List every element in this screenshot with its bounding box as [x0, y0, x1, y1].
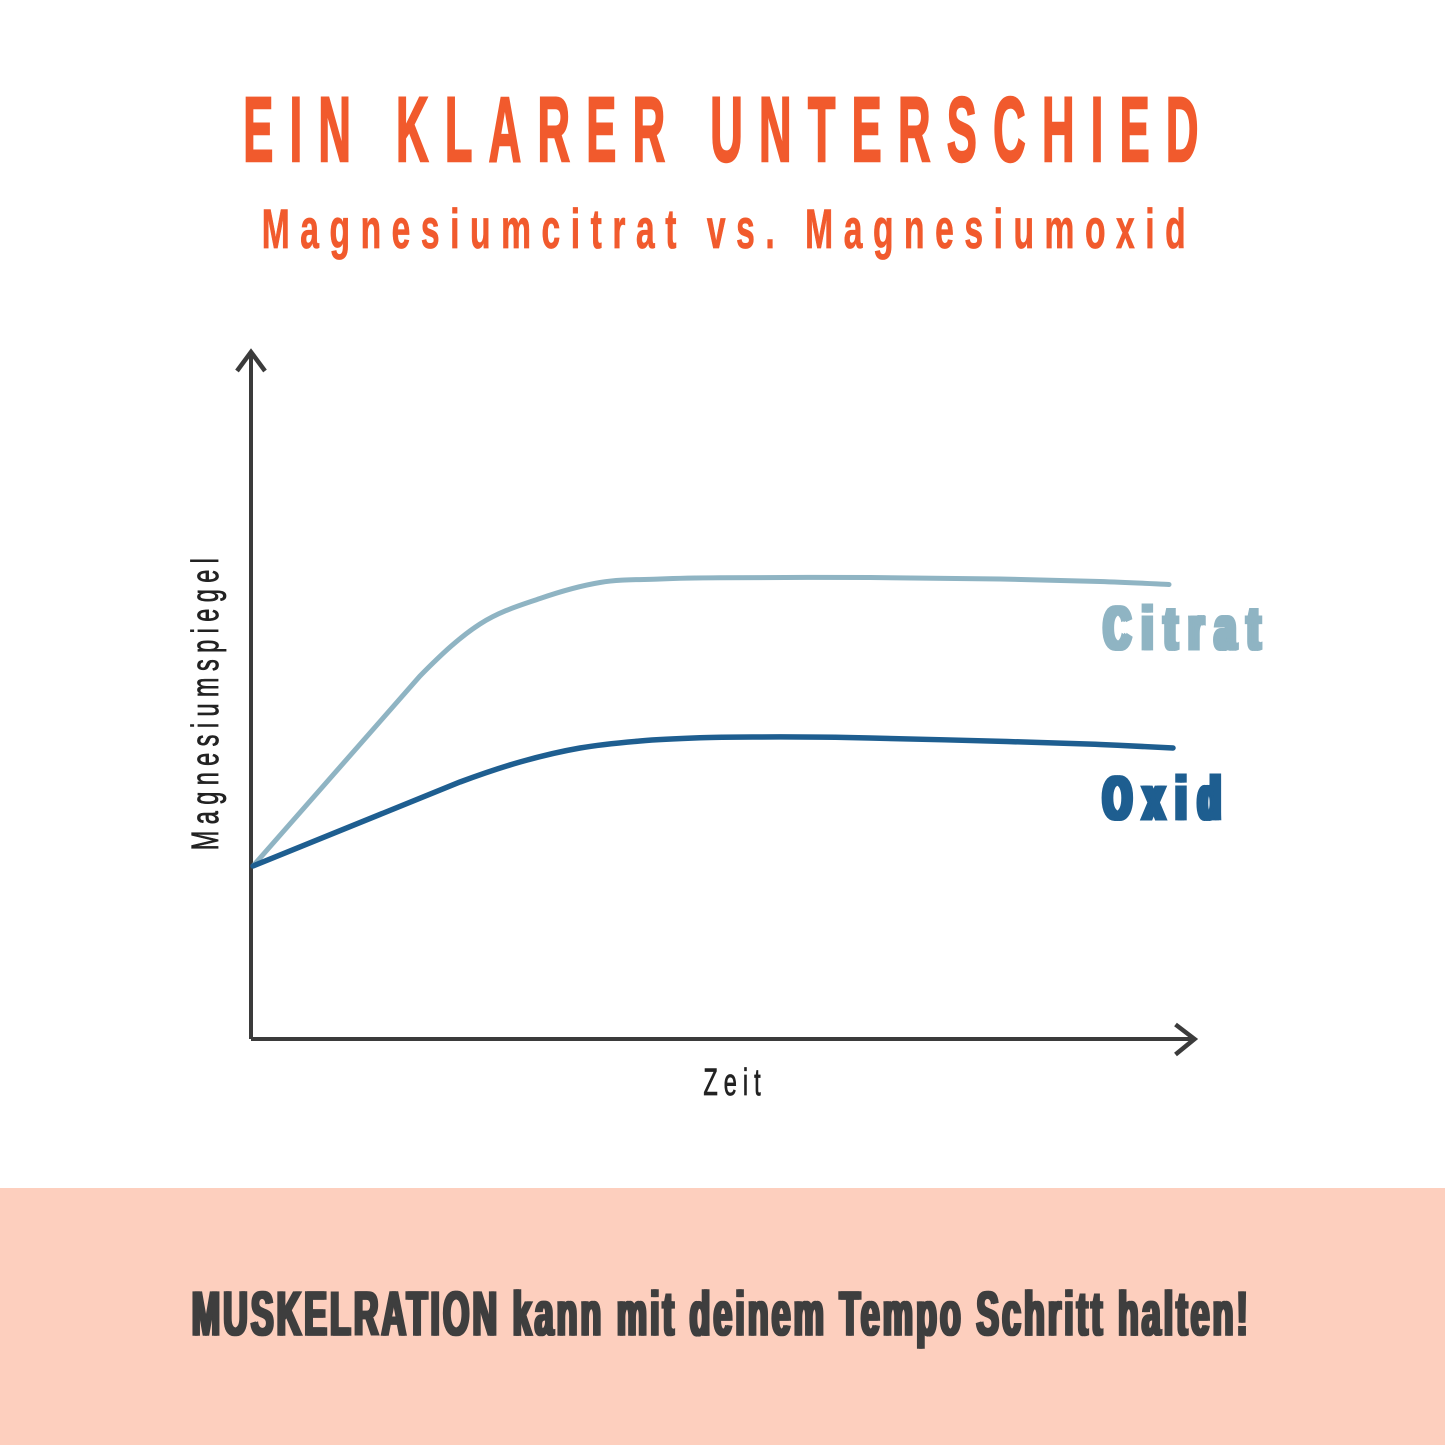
svg-text:EIN KLARER UNTERSCHIED: EIN KLARER UNTERSCHIED	[243, 78, 1214, 181]
svg-text:Citrat: Citrat	[1102, 596, 1270, 663]
svg-text:MUSKELRATION kann mit deinem T: MUSKELRATION kann mit deinem Tempo Schri…	[191, 1279, 1250, 1348]
svg-text:Magnesiumcitrat vs. Magnesiumo: Magnesiumcitrat vs. Magnesiumoxid	[262, 197, 1196, 260]
svg-text:Magnesiumspiegel: Magnesiumspiegel	[183, 552, 226, 851]
svg-text:MUSKELRATION kann mit deinem T: MUSKELRATION kann mit deinem Tempo Schri…	[193, 1279, 1252, 1348]
svg-text:Oxid: Oxid	[1103, 766, 1232, 833]
svg-text:Oxid: Oxid	[1106, 766, 1235, 833]
svg-text:Citrat: Citrat	[1104, 596, 1272, 663]
svg-text:Zeit: Zeit	[703, 1060, 766, 1103]
svg-text:Citrat: Citrat	[1107, 596, 1275, 663]
svg-text:Oxid: Oxid	[1101, 766, 1230, 833]
